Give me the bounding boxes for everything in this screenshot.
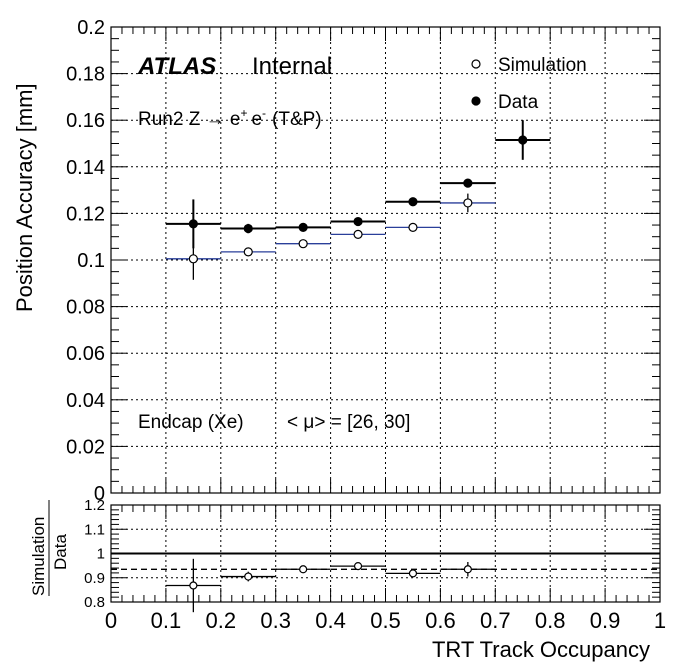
xtick-label: 0.5 [370, 608, 401, 633]
xtick-label: 0 [105, 608, 117, 633]
xtick-label: 0.7 [480, 608, 511, 633]
legend-simulation-label: Simulation [498, 55, 587, 76]
ratio-label-top: Simulation [29, 517, 48, 596]
xtick-label: 0.6 [425, 608, 456, 633]
main-ytick-label: 0.02 [66, 436, 105, 458]
main-ytick-label: 0.18 [66, 64, 105, 86]
main-ytick-labels: 0 0.02 0.04 0.06 0.08 0.1 0.12 0.14 0.16 0.18 0.2 [66, 17, 105, 505]
main-ticks [110, 26, 661, 494]
ratio-reference-lines [111, 552, 660, 570]
ratio-ytick-labels: 0.8 0.9 1 1.1 1.2 [84, 497, 105, 611]
process-plus: + [240, 106, 247, 120]
legend: Simulation Data [471, 55, 587, 113]
ratio-point [353, 562, 363, 571]
main-ytick-label: 0.06 [66, 343, 105, 365]
ratio-point [408, 569, 418, 578]
simulation-point [463, 198, 473, 208]
xtick-label: 0.3 [260, 608, 291, 633]
main-ytick-label: 0.16 [66, 110, 105, 132]
main-ytick-label: 0.14 [66, 157, 105, 179]
process-minus: - [262, 106, 266, 120]
xtick-labels: 0 0.1 0.2 0.3 0.4 0.5 0.6 0.7 0.8 0.9 1 [105, 608, 666, 633]
simulation-point [188, 254, 198, 264]
ratio-marks [165, 558, 496, 613]
ratio-point [299, 565, 308, 574]
process-e: e [251, 109, 262, 130]
data-point [243, 223, 253, 234]
ratio-label-bottom: Data [51, 534, 70, 570]
pileup-annotation: < μ> = [26, 30] [287, 412, 410, 433]
main-ytick-label: 0 [94, 483, 105, 505]
legend-data-label: Data [498, 92, 539, 113]
ratio-ytick-label: 1.2 [84, 497, 105, 514]
ratio-ytick-label: 0.8 [84, 594, 105, 611]
ratio-ytick-label: 1 [97, 546, 105, 563]
ratio-ytick-label: 1.1 [84, 521, 105, 538]
xtick-label: 0.8 [535, 608, 566, 633]
main-ytick-label: 0.1 [77, 250, 105, 272]
legend-simulation-marker-icon [471, 59, 481, 69]
main-ytick-label: 0.2 [77, 17, 105, 39]
xtick-label: 0.2 [206, 608, 237, 633]
simulation-point [298, 239, 308, 249]
data-point [518, 135, 528, 145]
internal-label: Internal [252, 53, 332, 80]
legend-data-marker-icon [471, 96, 481, 106]
simulation-point [243, 247, 253, 257]
main-marks [165, 120, 551, 280]
process-prefix: Run2 Z → e [138, 109, 240, 130]
main-grid [111, 27, 660, 493]
process-suffix: (T&P) [272, 109, 322, 130]
data-point [298, 222, 308, 232]
ratio-ytick-label: 0.9 [84, 570, 105, 587]
xtick-label: 1 [654, 608, 666, 633]
main-ytick-label: 0.12 [66, 203, 105, 225]
data-point [408, 197, 418, 207]
data-point [188, 219, 198, 229]
data-point [353, 216, 363, 227]
process-annotation: Run2 Z → e+ e- (T&P) [138, 106, 322, 130]
x-axis-title: TRT Track Occupancy [432, 637, 650, 662]
ratio-point [244, 572, 253, 581]
region-annotation: Endcap (Xe) [138, 412, 244, 433]
simulation-point [408, 222, 418, 232]
xtick-label: 0.4 [315, 608, 346, 633]
data-point [463, 178, 473, 188]
main-ytick-label: 0.08 [66, 297, 105, 319]
xtick-label: 0.1 [151, 608, 182, 633]
ratio-point [463, 565, 472, 574]
atlas-label: ATLAS [137, 53, 216, 80]
ratio-point [189, 581, 198, 590]
ratio-ticks [110, 504, 661, 603]
xtick-label: 0.9 [590, 608, 621, 633]
y-axis-title: Position Accuracy [mm] [12, 83, 37, 312]
main-ytick-label: 0.04 [66, 390, 105, 412]
simulation-point [353, 229, 363, 239]
